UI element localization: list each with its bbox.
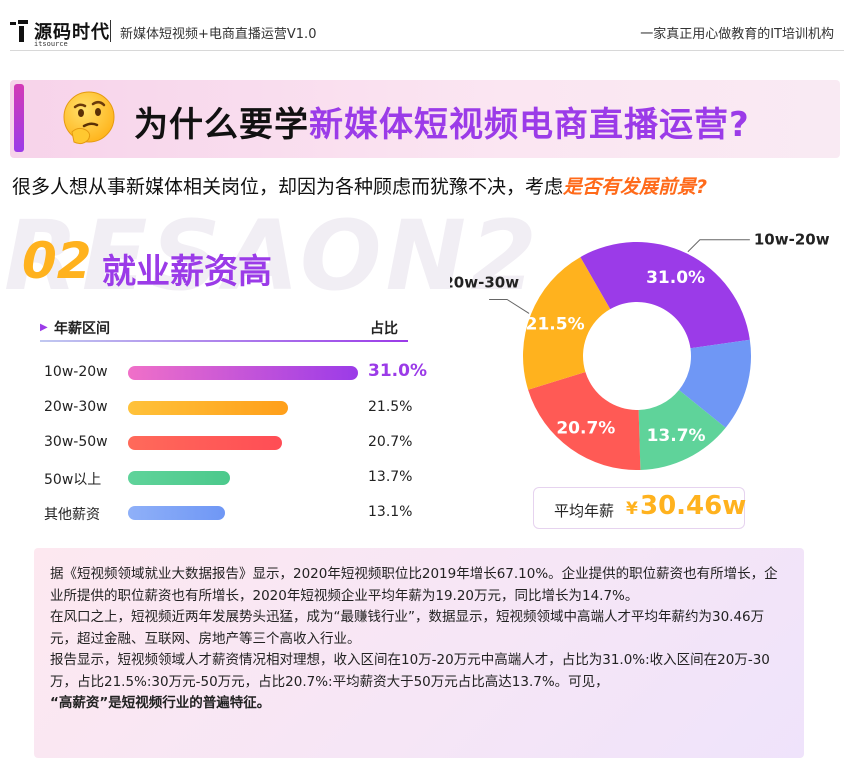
salary-bar — [128, 366, 358, 380]
header-rule — [10, 50, 844, 51]
report-conclusion: “高薪资”是短视频行业的普遍特征。 — [50, 695, 271, 711]
course-title: 新媒体短视频+电商直播运营V1.0 — [120, 27, 317, 42]
salary-share-value: 13.7% — [368, 469, 413, 485]
salary-share-value: 31.0% — [368, 361, 427, 381]
pie-callout-line — [489, 298, 530, 314]
logo-text: 源码时代 — [34, 22, 110, 43]
logo-subtext: itsource — [34, 40, 68, 48]
logo-icon — [10, 20, 28, 42]
pie-slice-value: 31.0% — [646, 268, 705, 288]
pie-slice — [580, 242, 750, 349]
pie-slice — [523, 257, 611, 390]
salary-share-value: 20.7% — [368, 434, 413, 450]
table-header-rule — [40, 340, 408, 342]
average-salary-box: 平均年薪 ¥ 30.46w — [533, 487, 747, 529]
pie-slice — [678, 339, 751, 428]
report-paragraph-3: 报告显示，短视频领域人才薪资情况相对理想，收入区间在10万-20万元中高端人才，… — [50, 650, 786, 715]
org-slogan: 一家真正用心做教育的IT培训机构 — [640, 27, 834, 42]
salary-row: 20w-30w 21.5% — [44, 395, 424, 421]
salary-bar — [128, 506, 225, 520]
salary-bar — [128, 436, 282, 450]
salary-donut-chart: 31.0% 10w-20w 13.7% 20.7% 21.5% 20w-30w — [450, 231, 830, 470]
salary-range-label: 10w-20w — [44, 364, 108, 380]
column-header-share: 占比 — [370, 321, 398, 337]
top-bar: 源码时代 itsource 新媒体短视频+电商直播运营V1.0 一家真正用心做教… — [0, 0, 854, 52]
pie-slice — [528, 371, 641, 470]
section-watermark: RESAON2 — [4, 200, 541, 312]
title-banner — [10, 80, 840, 158]
salary-row: 10w-20w 31.0% — [44, 360, 427, 386]
pie-slice-value: 13.7% — [647, 426, 706, 446]
section-title: 就业薪资高 — [102, 252, 272, 292]
triangle-marker-icon: ▶ — [40, 322, 48, 333]
pie-callout-line — [687, 239, 750, 253]
column-header-range: 年薪区间 — [54, 321, 110, 337]
salary-share-value: 13.1% — [368, 504, 413, 520]
salary-row: 50w以上 13.7% — [44, 465, 424, 491]
salary-range-label: 50w以上 — [44, 472, 102, 488]
intro-plain: 很多人想从事新媒体相关岗位，却因为各种顾虑而犹豫不决，考虑 — [12, 176, 564, 198]
report-paragraph-3-text: 报告显示，短视频领域人才薪资情况相对理想，收入区间在10万-20万元中高端人才，… — [50, 652, 770, 690]
banner-accent — [14, 84, 24, 152]
pie-category-label: 20w-30w — [450, 273, 519, 291]
page-title: 为什么要学新媒体短视频电商直播运营? — [134, 97, 750, 146]
currency-symbol: ¥ — [626, 499, 638, 519]
salary-share-value: 21.5% — [368, 399, 413, 415]
salary-bar — [128, 401, 288, 415]
salary-range-label: 30w-50w — [44, 434, 108, 450]
salary-table-header: ▶ 年薪区间 占比 — [40, 318, 406, 342]
salary-row: 30w-50w 20.7% — [44, 430, 424, 456]
salary-row: 其他薪资 13.1% — [44, 500, 424, 526]
report-paragraph-2: 在风口之上，短视频近两年发展势头迅猛，成为“最赚钱行业”，数据显示，短视频领域中… — [50, 609, 765, 647]
thinking-face-icon — [63, 91, 115, 145]
salary-range-label: 20w-30w — [44, 399, 108, 415]
intro-emphasis: 是否有发展前景? — [563, 176, 708, 198]
report-box: 据《短视频领域就业大数据报告》显示，2020年短视频职位比2019年增长67.1… — [34, 548, 804, 758]
header-divider — [110, 20, 111, 42]
salary-range-label: 其他薪资 — [44, 507, 100, 523]
section-number: 02 — [22, 232, 92, 290]
intro-text: 很多人想从事新媒体相关岗位，却因为各种顾虑而犹豫不决，考虑是否有发展前景? — [12, 172, 707, 199]
title-plain: 为什么要学 — [134, 105, 309, 145]
average-salary-label: 平均年薪 — [554, 502, 615, 520]
title-highlight: 新媒体短视频电商直播运营? — [309, 105, 750, 145]
pie-slice-value: 20.7% — [556, 419, 615, 439]
salary-bar — [128, 471, 230, 485]
pie-slice — [638, 389, 726, 470]
pie-slice-value: 21.5% — [526, 315, 585, 335]
pie-category-label: 10w-20w — [754, 231, 830, 249]
average-salary-value: 30.46w — [640, 491, 747, 521]
report-paragraph-1: 据《短视频领域就业大数据报告》显示，2020年短视频职位比2019年增长67.1… — [50, 566, 778, 604]
